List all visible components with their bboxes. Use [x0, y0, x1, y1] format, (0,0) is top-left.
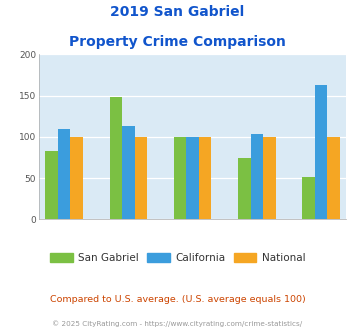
- Text: Property Crime Comparison: Property Crime Comparison: [69, 35, 286, 49]
- Bar: [186, 137, 199, 219]
- Bar: [315, 85, 327, 219]
- Text: 2019 San Gabriel: 2019 San Gabriel: [110, 5, 245, 19]
- Bar: [122, 126, 135, 219]
- Bar: [174, 137, 186, 219]
- Text: Compared to U.S. average. (U.S. average equals 100): Compared to U.S. average. (U.S. average …: [50, 295, 305, 304]
- Bar: [263, 137, 275, 219]
- Text: © 2025 CityRating.com - https://www.cityrating.com/crime-statistics/: © 2025 CityRating.com - https://www.city…: [53, 320, 302, 327]
- Bar: [110, 97, 122, 219]
- Legend: San Gabriel, California, National: San Gabriel, California, National: [45, 248, 310, 267]
- Bar: [58, 129, 70, 219]
- Bar: [238, 157, 251, 219]
- Bar: [135, 137, 147, 219]
- Bar: [199, 137, 212, 219]
- Bar: [45, 151, 58, 219]
- Bar: [251, 134, 263, 219]
- Bar: [70, 137, 83, 219]
- Bar: [327, 137, 340, 219]
- Bar: [302, 177, 315, 219]
